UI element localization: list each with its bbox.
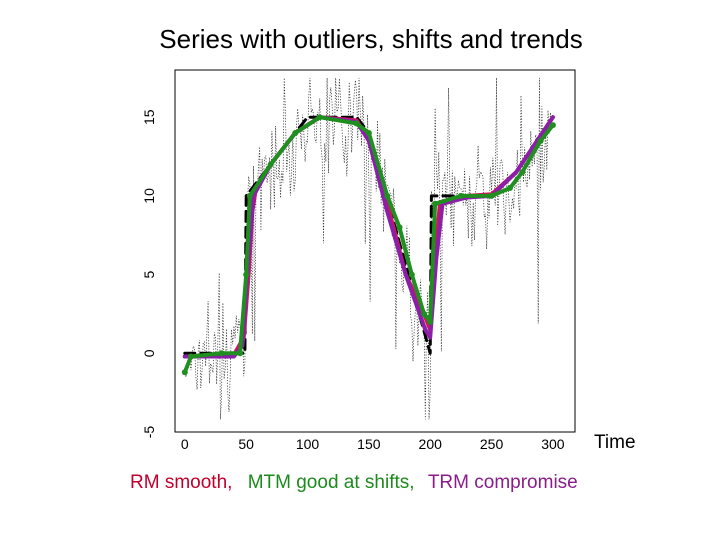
caption-mtm: MTM good at shifts, <box>247 472 415 493</box>
x-tick-label: 0 <box>181 436 189 452</box>
mtm-point <box>181 369 188 376</box>
mtm-point <box>396 224 403 231</box>
mtm-point <box>292 129 299 136</box>
mtm-point <box>549 122 556 129</box>
y-tick-label: 5 <box>141 271 157 279</box>
smoothed-series-layer <box>182 115 555 375</box>
y-tick-label: 15 <box>141 109 157 125</box>
x-tick-label: 50 <box>238 436 254 452</box>
mtm-point <box>432 200 439 207</box>
signal-series-line <box>183 115 555 355</box>
mtm-point <box>365 129 372 136</box>
x-tick-labels: 0 50 100 150 200 250 300 <box>181 436 565 452</box>
mtm-point <box>243 271 250 278</box>
caption-rm: RM smooth, <box>130 472 233 493</box>
mtm-point <box>218 350 225 357</box>
y-tick-labels: -5 0 5 10 15 <box>141 109 157 438</box>
mtm-point <box>408 271 415 278</box>
x-tick-label: 250 <box>480 436 504 452</box>
plot-frame <box>174 69 576 433</box>
mtm-marker-layer <box>181 114 556 376</box>
mtm-point <box>187 353 194 360</box>
trm-series-line <box>182 115 555 359</box>
x-tick-label: 300 <box>541 436 565 452</box>
mtm-point <box>384 192 391 199</box>
x-axis-label: Time <box>594 432 636 453</box>
mtm-series-line <box>182 115 555 375</box>
mtm-point <box>316 114 323 121</box>
mtm-point <box>519 169 526 176</box>
y-tick-label: -5 <box>141 426 157 439</box>
signal-series-layer <box>183 115 555 355</box>
x-tick-label: 100 <box>296 436 320 452</box>
rm-series-line <box>182 115 555 359</box>
mtm-point <box>488 192 495 199</box>
mtm-point <box>246 192 253 199</box>
raw-series-line <box>184 77 554 420</box>
caption: RM smooth, MTM good at shifts, TRM compr… <box>130 472 578 494</box>
mtm-point <box>457 192 464 199</box>
mtm-point <box>267 161 274 168</box>
mtm-point <box>427 318 434 325</box>
mtm-point <box>537 137 544 144</box>
x-tick-label: 200 <box>419 436 443 452</box>
mtm-point <box>353 120 360 127</box>
chart-title: Series with outliers, shifts and trends <box>159 24 583 54</box>
y-tick-label: 10 <box>141 188 157 204</box>
y-tick-label: 0 <box>141 349 157 357</box>
raw-series-layer <box>184 77 554 420</box>
mtm-point <box>237 350 244 357</box>
x-tick-label: 150 <box>357 436 381 452</box>
caption-trm: TRM compromise <box>427 472 578 493</box>
mtm-point <box>506 185 513 192</box>
mtm-point <box>421 310 428 317</box>
